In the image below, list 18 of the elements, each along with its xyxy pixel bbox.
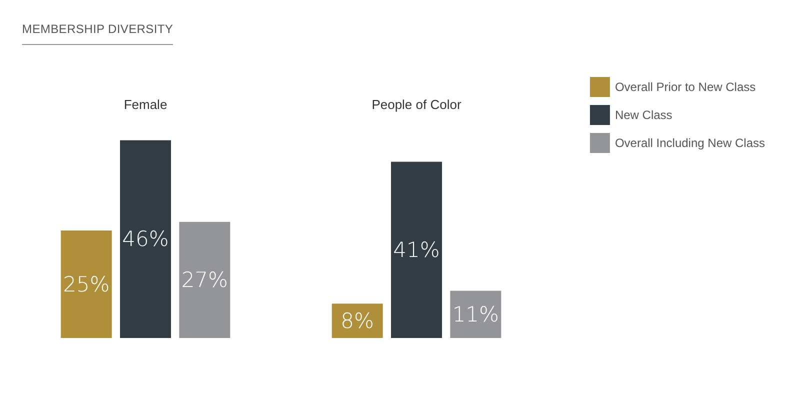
data-label: 41% [393,238,440,262]
bar [450,290,502,338]
data-label: 27% [181,268,228,292]
bar [60,230,112,338]
bar [332,304,383,338]
legend-label: Overall Including New Class [614,136,766,150]
data-label: 46% [122,227,169,252]
legend-label: New Class [614,108,672,122]
x-tick-label: Female [124,97,168,112]
bar [391,162,442,338]
data-label: 25% [62,272,110,296]
chart-title: MEMBERSHIP DIVERSITY [22,22,174,45]
data-label: 8% [340,308,374,333]
data-label: 11% [452,302,500,326]
bar [120,140,171,338]
bar [179,222,230,338]
x-tick-label: People of Color [372,97,462,112]
legend-label: Overall Prior to New Class [614,80,756,94]
